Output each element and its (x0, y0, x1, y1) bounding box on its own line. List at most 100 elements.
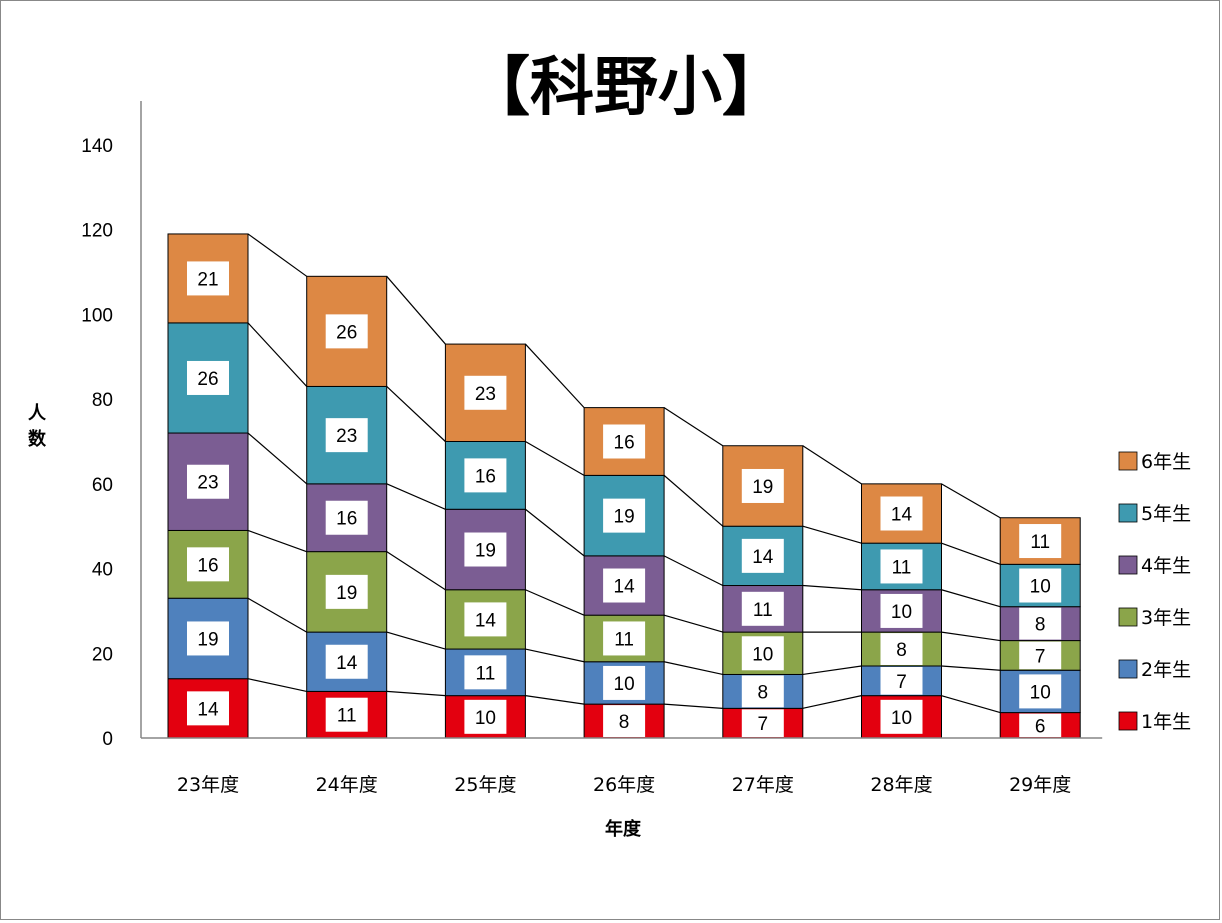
legend-label: 5年生 (1141, 503, 1191, 525)
data-label: 7 (1035, 646, 1046, 667)
data-label-box (1019, 607, 1062, 640)
data-label: 8 (896, 640, 907, 661)
data-label-box (187, 360, 229, 395)
data-label: 10 (614, 674, 635, 695)
bar-group: 14 11 10 8 7 10 6 19 14 11 10 8 7 10 16 19 14 11 10 8 7 23 16 1… (167, 233, 1081, 739)
data-label-box (741, 636, 784, 671)
data-label: 14 (891, 505, 913, 526)
data-label: 19 (475, 541, 496, 562)
data-label: 21 (197, 269, 218, 290)
connector-line (247, 432, 308, 485)
x-tick-label: 29年度 (1009, 774, 1071, 796)
data-label: 16 (197, 555, 218, 576)
data-label: 14 (475, 610, 497, 631)
x-tick-label: 28年度 (870, 774, 932, 796)
connector-line (525, 648, 585, 663)
data-label-box (325, 574, 368, 609)
data-label-box (187, 547, 229, 582)
data-label-box (464, 602, 507, 637)
data-label-box (464, 699, 507, 734)
data-label-box (1019, 568, 1062, 603)
data-label-box (741, 591, 784, 626)
legend-label: 4年生 (1141, 555, 1191, 577)
connector-line (941, 542, 1001, 565)
y-tick-label: 60 (92, 475, 113, 496)
legend-label: 3年生 (1141, 607, 1191, 629)
data-label: 19 (197, 629, 218, 650)
data-label: 26 (336, 322, 357, 343)
data-label-box (603, 568, 646, 603)
data-label: 11 (1030, 532, 1050, 553)
data-label: 11 (614, 629, 634, 650)
data-label: 16 (336, 509, 357, 530)
data-label-box (1019, 674, 1062, 709)
y-tick-label: 120 (81, 221, 113, 242)
connector-line (247, 233, 308, 277)
data-label: 14 (614, 577, 636, 598)
data-label-box (464, 532, 507, 567)
data-label-box (1019, 713, 1062, 737)
data-label-box (187, 621, 229, 656)
series-connector-lines (247, 233, 1001, 714)
connector-line (802, 445, 862, 485)
x-tick-label: 26年度 (593, 774, 655, 796)
data-label: 10 (1030, 577, 1051, 598)
legend-swatch (1118, 711, 1138, 731)
data-label: 7 (758, 714, 769, 735)
x-tick-label: 25年度 (454, 774, 516, 796)
y-tick-label: 0 (102, 729, 113, 750)
data-label: 19 (336, 583, 357, 604)
connector-line (247, 597, 307, 633)
connector-line (663, 407, 724, 447)
data-label: 23 (336, 426, 357, 447)
connector-line (941, 631, 1001, 642)
data-label: 10 (891, 602, 912, 623)
data-label-box (464, 375, 507, 410)
data-label: 19 (614, 507, 635, 528)
axes: 0 20 40 60 80 100 120 140 23年度 24年度 25年度 26年度 27年度 28… (81, 101, 1103, 796)
data-label-box (464, 458, 507, 493)
connector-line (941, 589, 1001, 608)
connector-line (386, 385, 446, 442)
connector-line (525, 508, 585, 557)
legend-label: 2年生 (1141, 659, 1191, 681)
legend-swatch (1118, 451, 1138, 471)
y-tick-label: 80 (92, 390, 113, 411)
data-label: 14 (752, 547, 774, 568)
legend-label: 6年生 (1141, 451, 1191, 473)
data-label-box (880, 633, 923, 665)
legend-label: 1年生 (1141, 711, 1191, 733)
legend-swatch (1118, 555, 1138, 575)
connector-line (247, 322, 308, 387)
y-axis-title: 人数 (28, 403, 47, 450)
connector-line (802, 525, 862, 544)
y-tick-label: 100 (81, 305, 113, 326)
data-label-box (1019, 524, 1062, 559)
data-label-box (325, 697, 368, 732)
data-label: 14 (197, 699, 219, 720)
connector-line (663, 474, 724, 527)
data-label-box (880, 666, 923, 695)
data-label: 8 (619, 712, 630, 733)
data-label: 6 (1035, 716, 1046, 737)
data-label: 11 (476, 663, 496, 684)
data-label-box (187, 464, 229, 499)
data-label: 11 (892, 557, 912, 578)
data-label: 11 (337, 706, 357, 727)
data-label-box (880, 699, 923, 734)
data-label-box (603, 621, 646, 656)
data-label-box (880, 496, 923, 531)
connector-line (386, 483, 446, 510)
legend: 6年生 5年生 4年生 3年生 2年生 1年生 (1118, 451, 1191, 733)
data-label: 8 (758, 682, 769, 703)
data-label-box (325, 314, 368, 349)
connector-line (941, 665, 1001, 671)
data-label-box (325, 500, 368, 535)
data-label-box (325, 418, 368, 453)
data-label-box (741, 675, 784, 708)
data-label: 10 (891, 708, 912, 729)
legend-swatch (1118, 659, 1138, 679)
data-label: 10 (475, 708, 496, 729)
connector-line (663, 614, 723, 633)
